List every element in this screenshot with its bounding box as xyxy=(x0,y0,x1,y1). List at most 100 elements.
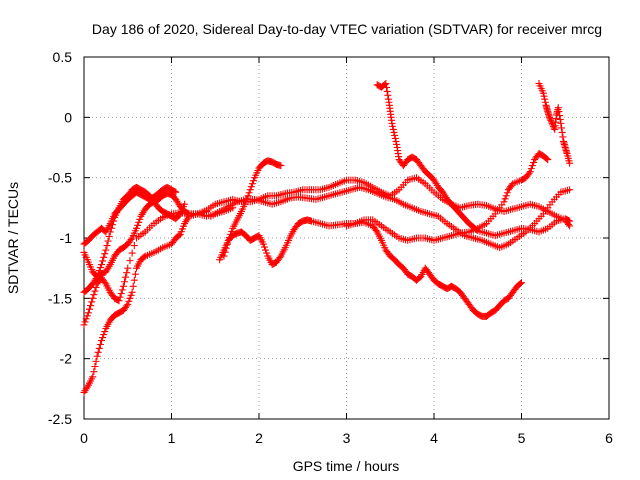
data-point xyxy=(262,246,270,254)
x-tick-label: 6 xyxy=(605,430,613,446)
data-point xyxy=(565,217,573,225)
data-point xyxy=(116,293,124,301)
data-point xyxy=(393,140,401,148)
data-point xyxy=(95,344,103,352)
data-point xyxy=(136,215,144,223)
data-point xyxy=(128,288,136,296)
data-point xyxy=(117,290,125,298)
data-point xyxy=(555,108,563,116)
y-tick-label: 0.5 xyxy=(53,49,73,65)
data-point xyxy=(134,221,142,229)
data-point xyxy=(383,87,391,95)
y-tick-label: -2 xyxy=(60,351,73,367)
data-point xyxy=(501,195,509,203)
data-point xyxy=(527,165,535,173)
data-point xyxy=(101,328,109,336)
data-point xyxy=(103,242,111,250)
data-point xyxy=(382,80,390,88)
data-point xyxy=(83,312,91,320)
data-point xyxy=(525,169,533,177)
data-point xyxy=(389,122,397,130)
data-point xyxy=(96,340,104,348)
data-point xyxy=(184,209,192,217)
data-point xyxy=(130,242,138,250)
data-point xyxy=(126,257,134,265)
data-point xyxy=(175,231,183,239)
data-point xyxy=(80,321,88,329)
data-point xyxy=(549,122,557,130)
data-point xyxy=(104,237,112,245)
data-point xyxy=(92,283,100,291)
data-point xyxy=(539,89,547,97)
data-point xyxy=(500,198,508,206)
grid xyxy=(84,57,609,419)
data-point xyxy=(559,133,567,141)
data-point xyxy=(259,240,267,248)
data-point xyxy=(391,134,399,142)
data-point xyxy=(88,298,96,306)
data-point xyxy=(91,363,99,371)
data-point xyxy=(381,80,389,88)
data-point xyxy=(122,273,130,281)
x-tick-label: 4 xyxy=(430,430,438,446)
data-point xyxy=(115,297,123,305)
data-point xyxy=(119,282,127,290)
data-point xyxy=(546,113,553,121)
data-points xyxy=(80,80,574,396)
data-point xyxy=(96,264,104,272)
x-axis-label: GPS time / hours xyxy=(293,458,400,474)
data-point xyxy=(558,124,566,132)
data-point xyxy=(100,331,108,339)
x-axis: 0 1 2 3 4 5 6 xyxy=(80,57,613,446)
data-point xyxy=(544,156,552,164)
data-point xyxy=(94,348,102,356)
data-point xyxy=(81,318,89,326)
y-tick-label: -1 xyxy=(60,230,73,246)
data-point xyxy=(277,162,285,170)
data-point xyxy=(91,287,99,295)
data-point xyxy=(85,305,93,313)
data-point xyxy=(99,334,107,342)
series-track-b xyxy=(80,204,237,329)
data-point xyxy=(100,253,108,261)
data-point xyxy=(102,246,110,254)
data-point xyxy=(90,368,98,376)
data-point xyxy=(543,155,551,163)
data-point xyxy=(242,198,250,206)
data-point xyxy=(82,315,90,323)
y-tick-label: -2.5 xyxy=(48,411,72,427)
data-point xyxy=(263,249,271,257)
data-point xyxy=(123,269,131,277)
data-point xyxy=(101,278,109,286)
series-track-a xyxy=(80,207,210,396)
data-point xyxy=(541,95,549,103)
y-tick-label: -0.5 xyxy=(48,170,72,186)
data-point xyxy=(175,211,183,219)
data-point xyxy=(105,232,113,240)
data-point xyxy=(127,236,135,244)
data-point xyxy=(540,92,548,100)
data-point xyxy=(101,250,109,258)
data-point xyxy=(181,200,189,208)
data-point xyxy=(566,217,574,225)
data-point xyxy=(384,91,392,99)
data-point xyxy=(128,249,136,257)
x-tick-label: 1 xyxy=(168,430,176,446)
data-point xyxy=(124,300,132,308)
data-point xyxy=(171,188,179,196)
series-track-d xyxy=(80,183,180,248)
data-point xyxy=(547,116,555,124)
data-point xyxy=(546,115,554,123)
data-point xyxy=(124,264,132,272)
data-point xyxy=(502,192,510,200)
data-point xyxy=(518,279,525,287)
data-point xyxy=(87,302,95,310)
y-tick-label: 0 xyxy=(64,109,72,125)
data-point xyxy=(133,224,140,232)
data-point xyxy=(243,195,251,203)
series-track-i xyxy=(373,80,574,240)
data-point xyxy=(391,131,399,139)
data-point xyxy=(557,119,565,127)
data-point xyxy=(130,276,138,284)
